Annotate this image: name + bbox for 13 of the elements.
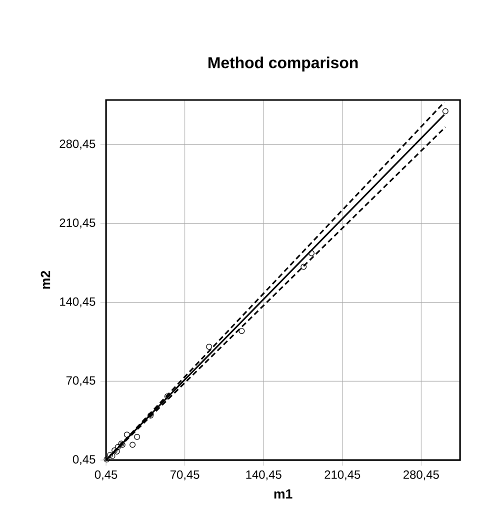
x-axis-title: m1 bbox=[274, 489, 292, 498]
y-tick-label: 0,45 bbox=[72, 455, 96, 465]
y-axis-title: m2 bbox=[40, 270, 50, 289]
x-tick-label: 0,45 bbox=[94, 470, 118, 480]
y-tick-label: 210,45 bbox=[60, 218, 96, 228]
y-tick-label: 280,45 bbox=[60, 140, 96, 150]
x-tick-label: 280,45 bbox=[403, 470, 439, 480]
x-tick-label: 140,45 bbox=[246, 470, 282, 480]
x-tick-label: 70,45 bbox=[170, 470, 200, 480]
chart-title: Method comparison bbox=[208, 56, 358, 72]
y-tick-label: 140,45 bbox=[60, 297, 96, 308]
y-tick-label: 70,45 bbox=[66, 376, 96, 386]
x-tick-label: 210,45 bbox=[324, 470, 360, 480]
